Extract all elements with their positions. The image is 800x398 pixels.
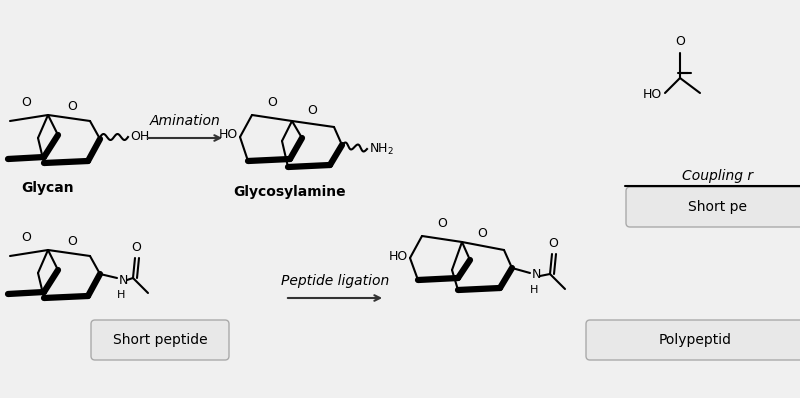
Text: O: O [307, 104, 317, 117]
Text: O: O [67, 235, 77, 248]
Text: O: O [21, 96, 31, 109]
Text: O: O [131, 241, 141, 254]
FancyBboxPatch shape [626, 187, 800, 227]
Text: O: O [548, 237, 558, 250]
Text: N: N [119, 273, 128, 287]
Text: HO: HO [642, 88, 662, 101]
Text: Glycan: Glycan [22, 181, 74, 195]
Text: O: O [675, 35, 685, 48]
Text: O: O [477, 227, 487, 240]
Text: OH: OH [130, 131, 150, 144]
Text: Short pe: Short pe [688, 200, 747, 214]
Text: Glycosylamine: Glycosylamine [234, 185, 346, 199]
Text: Peptide ligation: Peptide ligation [281, 274, 389, 288]
Text: NH$_2$: NH$_2$ [369, 141, 394, 156]
Text: Coupling r: Coupling r [682, 169, 753, 183]
Text: Polypeptid: Polypeptid [658, 333, 731, 347]
Text: HO: HO [218, 129, 238, 142]
Text: Amination: Amination [150, 114, 220, 128]
Text: N: N [532, 269, 542, 281]
Text: O: O [267, 96, 277, 109]
Text: H: H [117, 290, 125, 300]
FancyBboxPatch shape [586, 320, 800, 360]
FancyBboxPatch shape [91, 320, 229, 360]
Text: Short peptide: Short peptide [113, 333, 207, 347]
Text: O: O [67, 100, 77, 113]
Text: HO: HO [389, 250, 408, 263]
Text: O: O [437, 217, 447, 230]
Text: O: O [21, 231, 31, 244]
Text: H: H [530, 285, 538, 295]
